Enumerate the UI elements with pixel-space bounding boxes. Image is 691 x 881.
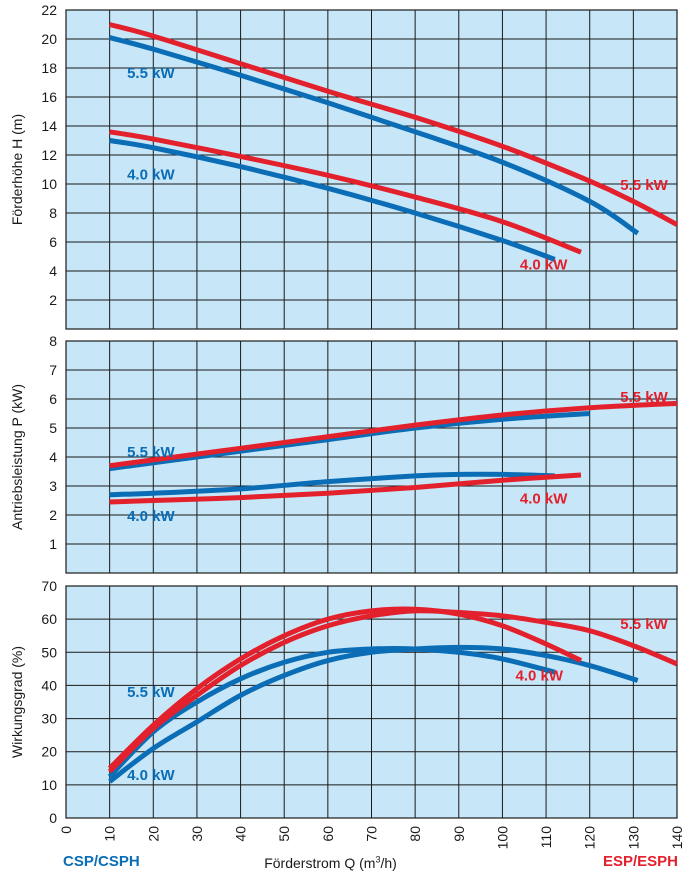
head-series-csp-csph-5-5-kw	[109, 35, 640, 236]
x-axis-title-end: /h)	[380, 854, 397, 871]
esp-esph-label: ESP/ESPH	[602, 853, 678, 870]
head-y-axis-title: Förderhöhe H (m)	[9, 114, 25, 225]
power-series-esp-esph-5-5-kw	[109, 400, 678, 469]
x-tick-label: 80	[407, 826, 423, 842]
efficiency-y-tick-label: 10	[41, 777, 57, 793]
power-curve-label: 5.5 kW	[620, 389, 668, 406]
x-axis-title: Förderstrom Q (m3/h)	[0, 854, 691, 871]
efficiency-y-tick-label: 0	[49, 810, 57, 826]
csp-csph-label: CSP/CSPH	[63, 853, 140, 870]
power-y-tick-label: 4	[49, 449, 57, 465]
efficiency-curve-label: 4.0 kW	[516, 667, 564, 684]
power-y-tick-label: 3	[49, 478, 57, 494]
power-series-csp-csph-5-5-kw	[109, 411, 590, 472]
head-series-esp-esph-5-5-kw	[109, 22, 679, 227]
x-tick-label: 30	[189, 826, 205, 842]
efficiency-curve-label: 5.5 kW	[620, 616, 668, 633]
efficiency-y-tick-label: 60	[41, 611, 57, 627]
head-curve-label: 4.0 kW	[127, 167, 175, 184]
head-y-tick-label: 2	[49, 292, 57, 308]
power-y-tick-label: 5	[49, 420, 57, 436]
x-tick-label: 50	[276, 826, 292, 842]
head-frame	[65, 9, 678, 330]
efficiency-y-tick-label: 20	[41, 744, 57, 760]
power-y-tick-label: 2	[49, 507, 57, 523]
x-tick-label: 40	[233, 826, 249, 842]
x-axis-title-main: Förderstrom Q (m	[264, 854, 376, 871]
panel-head: 2 4 6 8 10 12 14 16 18 20 22 Förderhöhe H (m) 5.5 kW…	[9, 2, 679, 330]
power-y-tick-label: 1	[49, 536, 57, 552]
power-curve-label: 5.5 kW	[127, 444, 175, 461]
x-tick-label: 10	[102, 826, 118, 842]
efficiency-y-tick-label: 50	[41, 644, 57, 660]
power-y-tick-label: 8	[49, 333, 57, 349]
head-y-tick-label: 16	[41, 89, 57, 105]
efficiency-series-esp-esph-5-5-kw	[107, 608, 678, 774]
power-frame	[65, 340, 678, 574]
power-series-csp-csph-4-0-kw	[109, 471, 555, 498]
power-y-tick-label: 7	[49, 362, 57, 378]
x-tick-label: 60	[320, 826, 336, 842]
efficiency-series-esp-esph-4-0-kw	[107, 606, 583, 771]
power-y-tick-label: 6	[49, 391, 57, 407]
head-series-csp-csph-4-0-kw	[109, 138, 556, 262]
power-curve-label: 4.0 kW	[520, 490, 568, 507]
efficiency-y-tick-label: 40	[41, 677, 57, 693]
head-y-tick-label: 18	[41, 60, 57, 76]
efficiency-curve-label: 4.0 kW	[127, 767, 175, 784]
panel-efficiency: 0 10 20 30 40 50 60 70 Wirkungsgrad (%) 0 10 20 30 40…	[9, 578, 685, 849]
head-y-tick-label: 10	[41, 176, 57, 192]
efficiency-series-csp-csph-4-0-kw	[107, 646, 556, 779]
head-series-esp-esph-4-0-kw	[109, 129, 582, 255]
x-tick-label: 120	[582, 826, 598, 850]
x-tick-label: 140	[669, 826, 685, 850]
power-y-axis-title: Antriebsleistung P (kW)	[9, 384, 25, 530]
efficiency-frame	[65, 585, 678, 819]
efficiency-series-csp-csph-5-5-kw	[108, 644, 639, 784]
power-curve-label: 4.0 kW	[127, 508, 175, 525]
panel-power: 1 2 3 4 5 6 7 8 Antriebsleistung P (kW) 5.5 kW 4.0…	[9, 333, 678, 574]
head-y-tick-label: 12	[41, 147, 57, 163]
head-y-tick-label: 8	[49, 205, 57, 221]
x-tick-label: 70	[364, 826, 380, 842]
head-curve-label: 5.5 kW	[620, 177, 668, 194]
head-y-tick-label: 22	[41, 2, 57, 18]
head-curve-label: 4.0 kW	[520, 257, 568, 274]
head-y-tick-label: 14	[41, 118, 57, 134]
x-tick-label: 90	[451, 826, 467, 842]
x-tick-label: 0	[58, 826, 74, 834]
x-tick-label: 110	[538, 826, 554, 849]
x-tick-label: 100	[494, 826, 510, 850]
power-series-esp-esph-4-0-kw	[109, 472, 582, 505]
efficiency-y-tick-label: 70	[41, 578, 57, 594]
head-y-tick-label: 4	[49, 263, 57, 279]
efficiency-y-tick-label: 30	[41, 711, 57, 727]
head-y-tick-label: 20	[41, 31, 57, 47]
efficiency-curve-label: 5.5 kW	[127, 684, 175, 701]
head-y-tick-label: 6	[49, 234, 57, 250]
head-curve-label: 5.5 kW	[127, 65, 175, 82]
efficiency-y-axis-title: Wirkungsgrad (%)	[9, 646, 25, 758]
x-tick-label: 20	[145, 826, 161, 842]
x-tick-label: 130	[625, 826, 641, 850]
x-axis-title-sup: 3	[375, 854, 381, 864]
